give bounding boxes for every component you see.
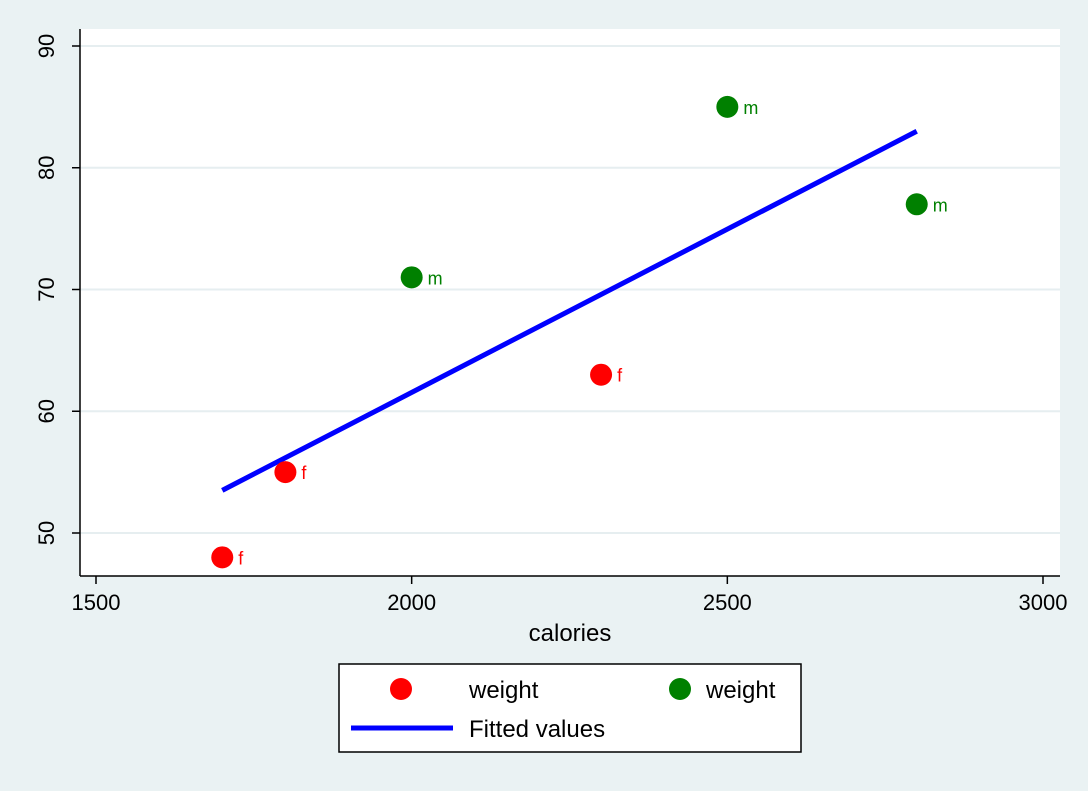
fitted-line-layer (221, 129, 918, 493)
data-point (716, 95, 739, 118)
point-label: f (301, 463, 307, 483)
data-point (590, 363, 613, 386)
point-label: m (743, 98, 758, 118)
point-label: f (238, 548, 244, 568)
point-label: m (428, 268, 443, 288)
point-label: m (933, 195, 948, 215)
x-tick-label: 2500 (703, 590, 752, 615)
x-tick-label: 3000 (1019, 590, 1068, 615)
data-point (400, 266, 423, 289)
data-point (211, 546, 234, 569)
legend-label: weight (468, 677, 539, 704)
legend: weight weight Fitted values (338, 663, 802, 753)
data-point (905, 193, 928, 216)
x-tick-label: 1500 (72, 590, 121, 615)
y-tick-label: 70 (34, 277, 59, 301)
legend-box (338, 663, 802, 753)
data-point (274, 461, 297, 484)
point-label: f (617, 366, 623, 386)
plot-area (80, 29, 1060, 576)
legend-marker (669, 678, 691, 700)
legend-label: Fitted values (469, 716, 605, 743)
legend-marker (390, 678, 412, 700)
points-layer: f f f m m m (211, 95, 948, 569)
y-tick-label: 60 (34, 399, 59, 423)
y-tick-label: 90 (34, 34, 59, 58)
gridlines (80, 45, 1060, 534)
y-tick-label: 80 (34, 156, 59, 180)
x-tick-label: 2000 (387, 590, 436, 615)
y-tick-label: 50 (34, 521, 59, 545)
x-axis-title: calories (529, 620, 612, 647)
legend-label: weight (705, 677, 776, 704)
fitted-line (221, 129, 918, 493)
axes: 50 60 70 80 90 1500 2000 2500 3000 (34, 29, 1067, 615)
